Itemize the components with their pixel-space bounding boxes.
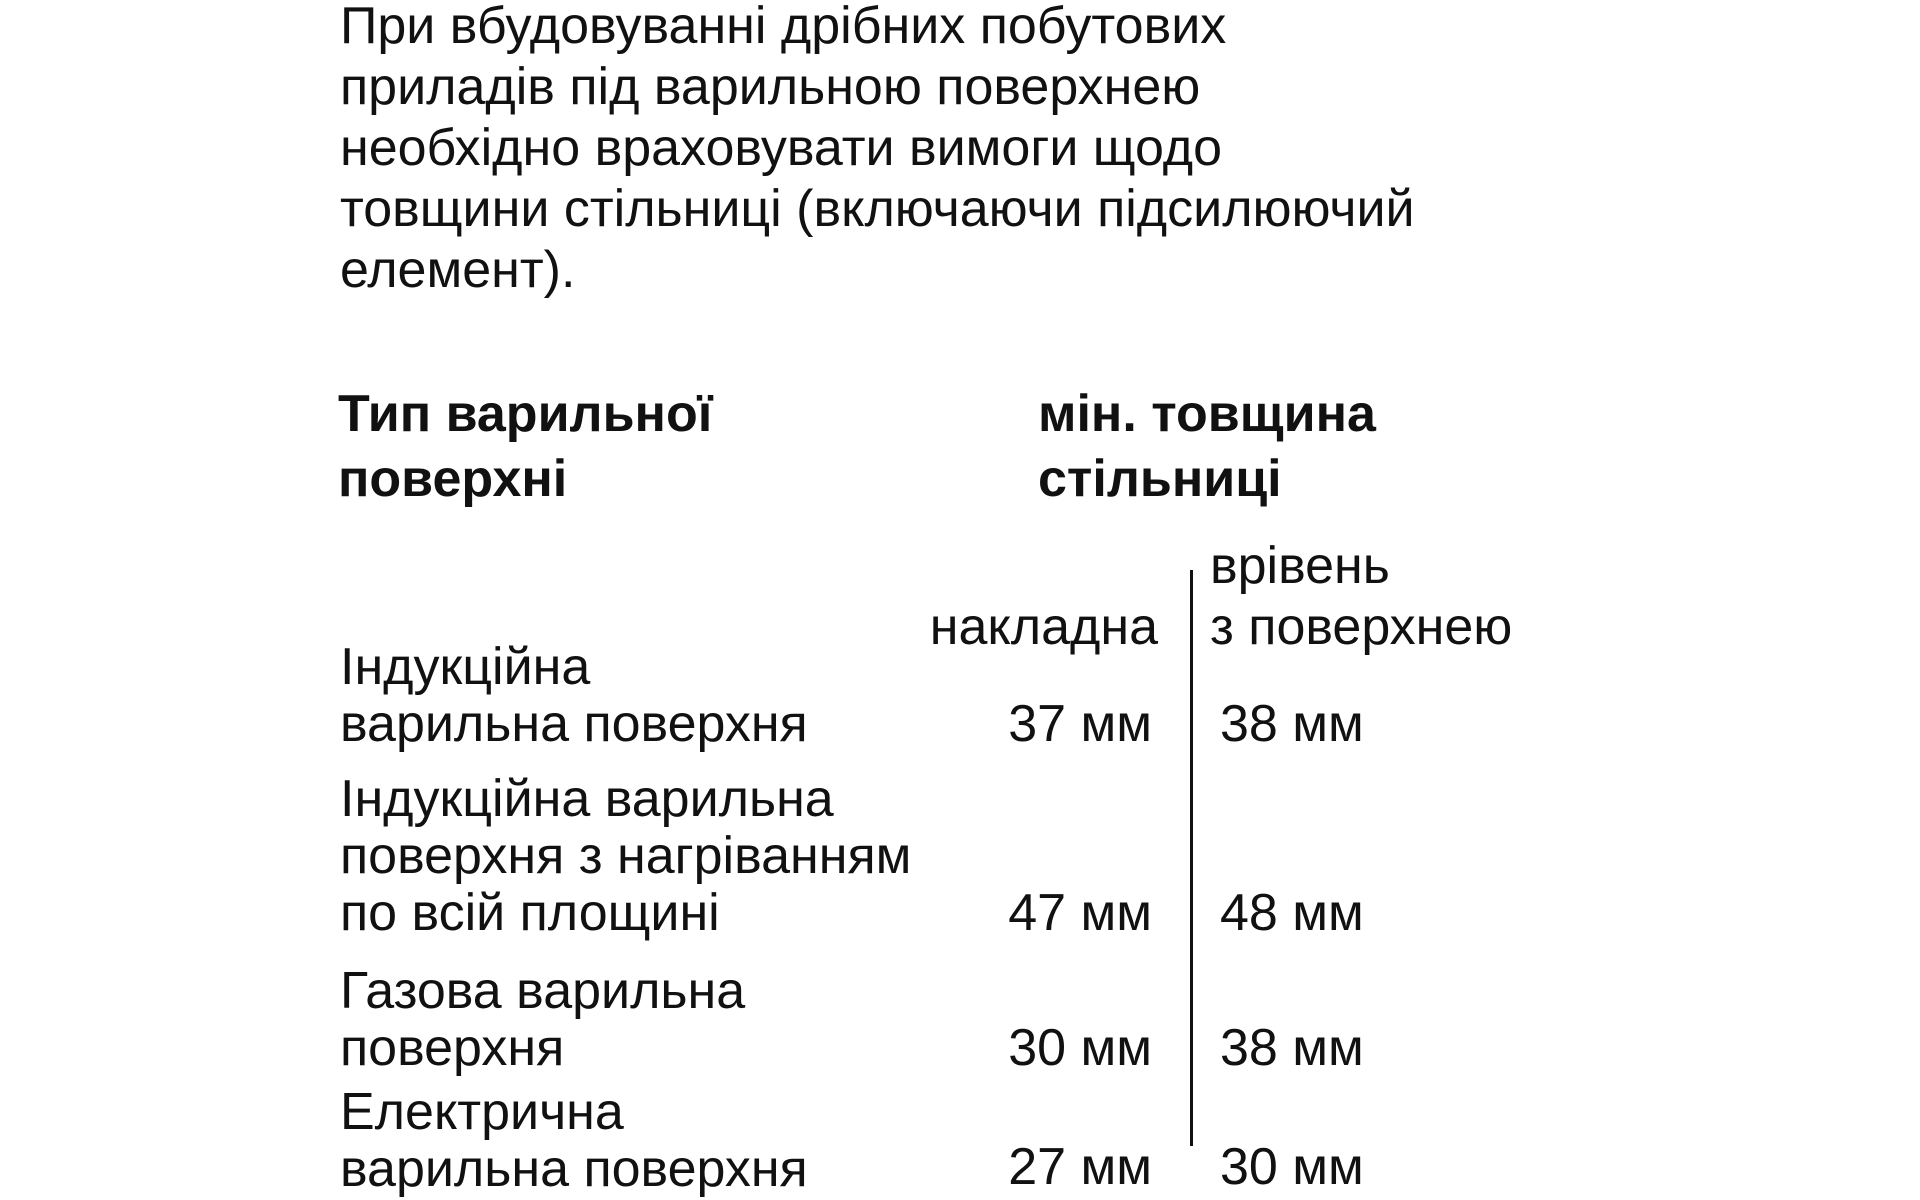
header-line: мін. товщина xyxy=(1038,385,1376,443)
flush-value: 30 мм xyxy=(1220,1138,1364,1196)
overlay-value: 37 мм xyxy=(1008,695,1152,753)
header-line: поверхні xyxy=(338,450,568,508)
label-line: поверхня з нагріванням xyxy=(340,827,912,885)
label-line: Газова варильна xyxy=(340,962,746,1020)
label-line: варильна поверхня xyxy=(340,695,808,753)
subheader-overlay: накладна xyxy=(929,598,1158,656)
label-line: Індукційна варильна xyxy=(340,770,834,828)
table-row-label: Газова варильна поверхня xyxy=(340,963,745,1077)
col-header-type: Тип варильної поверхні xyxy=(338,382,712,512)
subheader-line: з поверхнею xyxy=(1210,598,1513,656)
overlay-value: 47 мм xyxy=(1008,884,1152,942)
header-line: Тип варильної xyxy=(338,385,713,443)
label-line: Електрична xyxy=(340,1083,624,1141)
intro-paragraph: При вбудовуванні дрібних побутових прила… xyxy=(340,0,1415,301)
flush-value: 38 мм xyxy=(1220,695,1364,753)
flush-value: 38 мм xyxy=(1220,1019,1364,1077)
intro-line: необхідно враховувати вимоги щодо xyxy=(340,119,1223,177)
subheader-line: врівень xyxy=(1210,537,1390,595)
intro-line: При вбудовуванні дрібних побутових xyxy=(340,0,1227,55)
table-row-label: Індукційна варильна поверхня з нагріванн… xyxy=(340,771,911,942)
intro-line: товщини стільниці (включаючи підсилюючий xyxy=(340,180,1415,238)
overlay-value: 30 мм xyxy=(1008,1019,1152,1077)
label-line: поверхня xyxy=(340,1019,565,1077)
header-line: стільниці xyxy=(1038,450,1282,508)
col-header-thickness: мін. товщина стільниці xyxy=(1038,382,1376,512)
table-row-label: Індукційна варильна поверхня xyxy=(340,639,808,753)
flush-value: 48 мм xyxy=(1220,884,1364,942)
intro-line: елемент). xyxy=(340,241,576,299)
label-line: Індукційна xyxy=(340,638,591,696)
table-row-label: Електрична варильна поверхня xyxy=(340,1084,808,1198)
column-divider xyxy=(1190,570,1193,1146)
intro-line: приладів під варильною поверхнею xyxy=(340,58,1201,116)
subheader-flush: врівень з поверхнею xyxy=(1210,536,1512,658)
label-line: по всій площині xyxy=(340,884,720,942)
overlay-value: 27 мм xyxy=(1008,1138,1152,1196)
label-line: варильна поверхня xyxy=(340,1140,808,1198)
